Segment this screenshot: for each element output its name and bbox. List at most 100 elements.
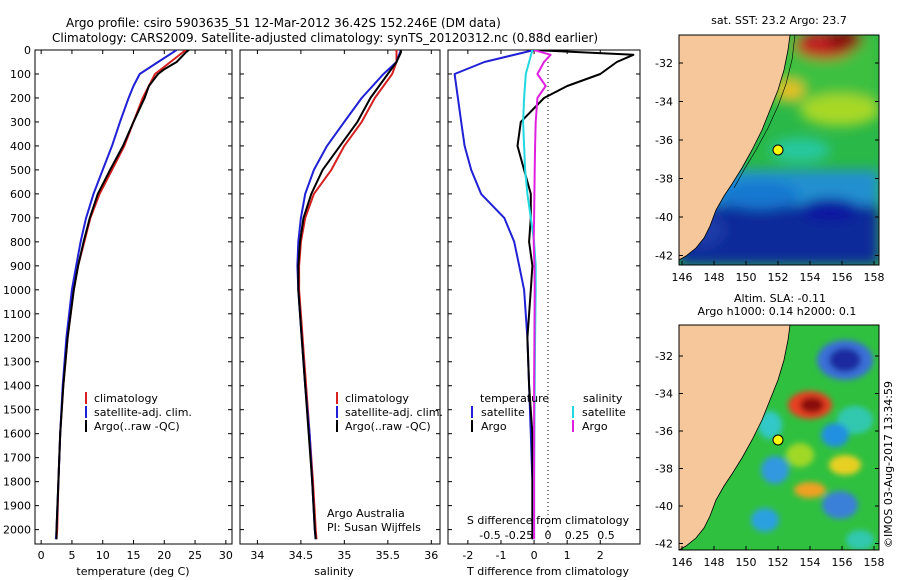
salinity-ticks: 34 34.5 35 35.5 36: [250, 50, 438, 562]
figure-title-line2: Climatology: CARS2009. Satellite-adjuste…: [52, 31, 598, 45]
lon-tick-label: 152: [768, 556, 789, 569]
lat-tick-label: -40: [655, 500, 673, 513]
sla-map-title1: Altim. SLA: -0.11: [734, 292, 826, 305]
imos-watermark: ©IMOS 03-Aug-2017 13:34:59: [882, 381, 895, 548]
x-tick-label: 1: [564, 549, 571, 562]
depth-tick-label: 1800: [3, 476, 31, 489]
lat-tick-label: -36: [655, 134, 673, 147]
sst-lon-ticks: 146 148 150 152 154 156 158: [672, 261, 885, 284]
legend-satellite: satellite-adj. clim.: [94, 406, 192, 419]
legend-argo: Argo(..raw -QC): [345, 420, 431, 433]
figure-title-line1: Argo profile: csiro 5903635_51 12-Mar-20…: [66, 16, 501, 30]
depth-tick-label: 1300: [3, 356, 31, 369]
x-tick-label: -2: [462, 549, 473, 562]
x-tick-label: 36: [424, 549, 438, 562]
sla-coastline: [679, 325, 791, 550]
salinity-legend: climatology satellite-adj. clim. Argo(..…: [336, 392, 443, 433]
sla-lon-ticks: 146 148 150 152 154 156 158: [672, 546, 885, 569]
lon-tick-label: 146: [672, 556, 693, 569]
legend-s-satellite: satellite: [582, 406, 626, 419]
depth-tick-label: 1400: [3, 380, 31, 393]
lon-tick-label: 154: [800, 556, 821, 569]
sst-map-title: sat. SST: 23.2 Argo: 23.7: [711, 14, 847, 27]
depth-tick-label: 600: [10, 188, 31, 201]
sst-map: sat. SST: 23.2 Argo: 23.7 146 14: [655, 14, 884, 284]
sst-coastline: [679, 35, 791, 261]
lat-tick-label: -38: [655, 463, 673, 476]
depth-tick-label: 1500: [3, 404, 31, 417]
t-difference-xlabel: T difference from climatology: [466, 565, 629, 578]
s-difference-xlabel: S difference from climatology: [467, 514, 630, 527]
x-tick-label: 30: [219, 549, 233, 562]
lon-tick-label: 146: [672, 271, 693, 284]
lat-tick-label: -32: [655, 350, 673, 363]
salinity-panel: 34 34.5 35 35.5 36 salinity climatology sate…: [239, 49, 443, 578]
x-tick-label: 5: [68, 549, 75, 562]
depth-tick-label: 1200: [3, 332, 31, 345]
depth-tick-label: 1600: [3, 428, 31, 441]
x-tick-label: 0: [531, 549, 538, 562]
argo-float-marker: [772, 144, 784, 156]
credit-line2: PI: Susan Wijffels: [327, 521, 421, 534]
lon-tick-label: 150: [736, 271, 757, 284]
lon-tick-label: 148: [704, 556, 725, 569]
lon-tick-label: 158: [864, 556, 885, 569]
s-tick-label: 0.5: [597, 529, 615, 542]
depth-tick-label: 100: [10, 68, 31, 81]
temperature-xlabel: temperature (deg C): [76, 565, 189, 578]
x-tick-label: 25: [188, 549, 202, 562]
legend-climatology: climatology: [345, 392, 409, 405]
s-tick-label: 0.25: [565, 529, 590, 542]
depth-tick-label: 800: [10, 236, 31, 249]
series-line-t-argo: [516, 50, 635, 540]
x-tick-label: 15: [127, 549, 141, 562]
s-tick-label: -0.25: [505, 529, 533, 542]
temperature-series: [54, 50, 190, 540]
lat-tick-label: -36: [655, 425, 673, 438]
sst-map-field: [679, 35, 879, 265]
s-tick-label: 0: [545, 529, 552, 542]
series-line-argo: [55, 50, 190, 540]
x-tick-label: 35.5: [376, 549, 401, 562]
sst-lat-ticks: -32 -34 -36 -38 -40 -42: [655, 57, 879, 263]
sla-map-frame: [678, 324, 880, 551]
series-line-s-argo: [532, 50, 552, 540]
depth-tick-label: 1700: [3, 452, 31, 465]
x-tick-label: 10: [96, 549, 110, 562]
legend-argo: Argo(..raw -QC): [94, 420, 180, 433]
depth-tick-label: 700: [10, 212, 31, 225]
legend-climatology: climatology: [94, 392, 158, 405]
legend-t-argo: Argo: [481, 420, 507, 433]
legend-s-argo: Argo: [582, 420, 608, 433]
x-tick-label: 34: [250, 549, 264, 562]
lon-tick-label: 156: [832, 271, 853, 284]
temperature-ticks: 0 5 10 15 20 25 30: [38, 50, 233, 562]
lat-tick-label: -40: [655, 211, 673, 224]
difference-axes: [447, 49, 641, 545]
lon-tick-label: 154: [800, 271, 821, 284]
temperature-panel: 0100200300400500600700800900100011001200…: [3, 44, 233, 578]
temperature-axes: [34, 49, 233, 545]
depth-tick-label: 1900: [3, 500, 31, 513]
sla-lat-ticks: -32 -34 -36 -38 -40 -42: [655, 350, 879, 551]
series-line-argo: [297, 50, 402, 540]
sla-map-title2: Argo h1000: 0.14 h2000: 0.1: [698, 305, 857, 318]
x-tick-label: -1: [495, 549, 506, 562]
depth-ticks: 0 100 200 300 400 500 600 700 800 900 1000 1100 1200…: [3, 44, 232, 537]
argo-float-marker: [772, 434, 784, 446]
depth-tick-label: 2000: [3, 524, 31, 537]
s-tick-label: -0.5: [479, 529, 500, 542]
temperature-legend: climatology satellite-adj. clim. Argo(..…: [85, 392, 192, 433]
legend-salinity-heading: salinity: [583, 392, 623, 405]
series-line-t-satellite: [453, 50, 535, 540]
salinity-xlabel: salinity: [314, 565, 354, 578]
salinity-series: [296, 50, 402, 540]
sla-map: Altim. SLA: -0.11 Argo h1000: 0.14 h2000…: [655, 292, 884, 569]
lon-tick-label: 156: [832, 556, 853, 569]
lon-tick-label: 152: [768, 271, 789, 284]
lat-tick-label: -34: [655, 96, 673, 109]
legend-satellite: satellite-adj. clim.: [345, 406, 443, 419]
depth-tick-label: 200: [10, 92, 31, 105]
depth-tick-label: 400: [10, 140, 31, 153]
